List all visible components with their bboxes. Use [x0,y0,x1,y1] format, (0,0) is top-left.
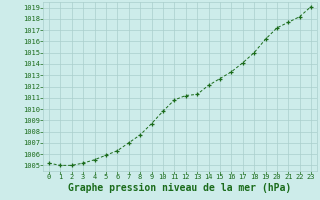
X-axis label: Graphe pression niveau de la mer (hPa): Graphe pression niveau de la mer (hPa) [68,183,292,193]
